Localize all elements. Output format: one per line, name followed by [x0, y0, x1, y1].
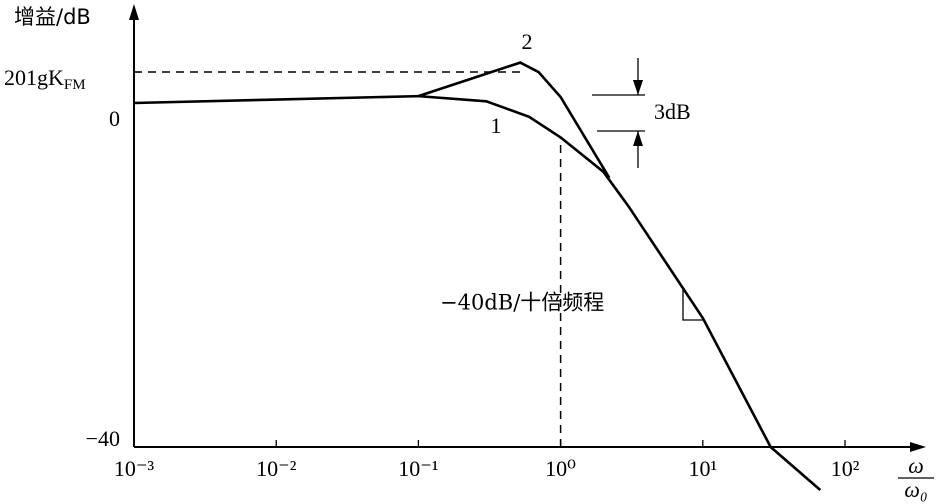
y-axis-arrow — [129, 4, 139, 20]
y-tick-label: 0 — [109, 106, 120, 131]
slope-label: −40dB/十倍频程 — [440, 291, 604, 315]
x-tick-label: 10¹ — [688, 456, 717, 481]
x-label-denominator: ω₀ — [904, 477, 927, 502]
y-axis-title: 增益/dB — [14, 5, 91, 29]
y-tick-label-main: 201gK — [4, 65, 64, 90]
arrow-head — [633, 131, 643, 146]
y-tick-label: −40 — [86, 426, 120, 451]
x-axis-arrow — [910, 442, 926, 452]
curve-label: 1 — [491, 113, 502, 138]
curve — [133, 94, 822, 491]
curve — [417, 61, 611, 179]
x-tick-label: 10⁻¹ — [398, 456, 438, 481]
arrow-head — [633, 80, 643, 95]
bandwidth-label: 3dB — [654, 99, 691, 124]
x-label-numerator: ω — [908, 453, 924, 478]
x-tick-label: 10² — [831, 456, 860, 481]
slope-triangle — [682, 290, 703, 321]
x-tick-label: 10⁻³ — [114, 456, 155, 481]
curve-label: 2 — [522, 29, 533, 54]
x-tick-label: 10⁻² — [256, 456, 297, 481]
y-tick-label: 201gKFM — [4, 65, 86, 93]
x-tick-label: 10⁰ — [545, 456, 576, 481]
y-tick-label-sub: FM — [64, 77, 86, 93]
